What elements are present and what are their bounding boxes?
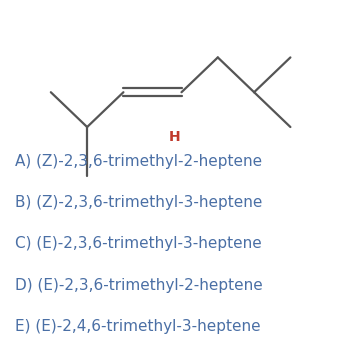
Text: C) (E)-2,3,6-trimethyl-3-heptene: C) (E)-2,3,6-trimethyl-3-heptene bbox=[15, 236, 261, 252]
Text: E) (E)-2,4,6-trimethyl-3-heptene: E) (E)-2,4,6-trimethyl-3-heptene bbox=[15, 318, 260, 334]
Text: A) (Z)-2,3,6-trimethyl-2-heptene: A) (Z)-2,3,6-trimethyl-2-heptene bbox=[15, 154, 262, 169]
Text: H: H bbox=[168, 130, 180, 144]
Text: D) (E)-2,3,6-trimethyl-2-heptene: D) (E)-2,3,6-trimethyl-2-heptene bbox=[15, 277, 262, 293]
Text: B) (Z)-2,3,6-trimethyl-3-heptene: B) (Z)-2,3,6-trimethyl-3-heptene bbox=[15, 195, 262, 211]
